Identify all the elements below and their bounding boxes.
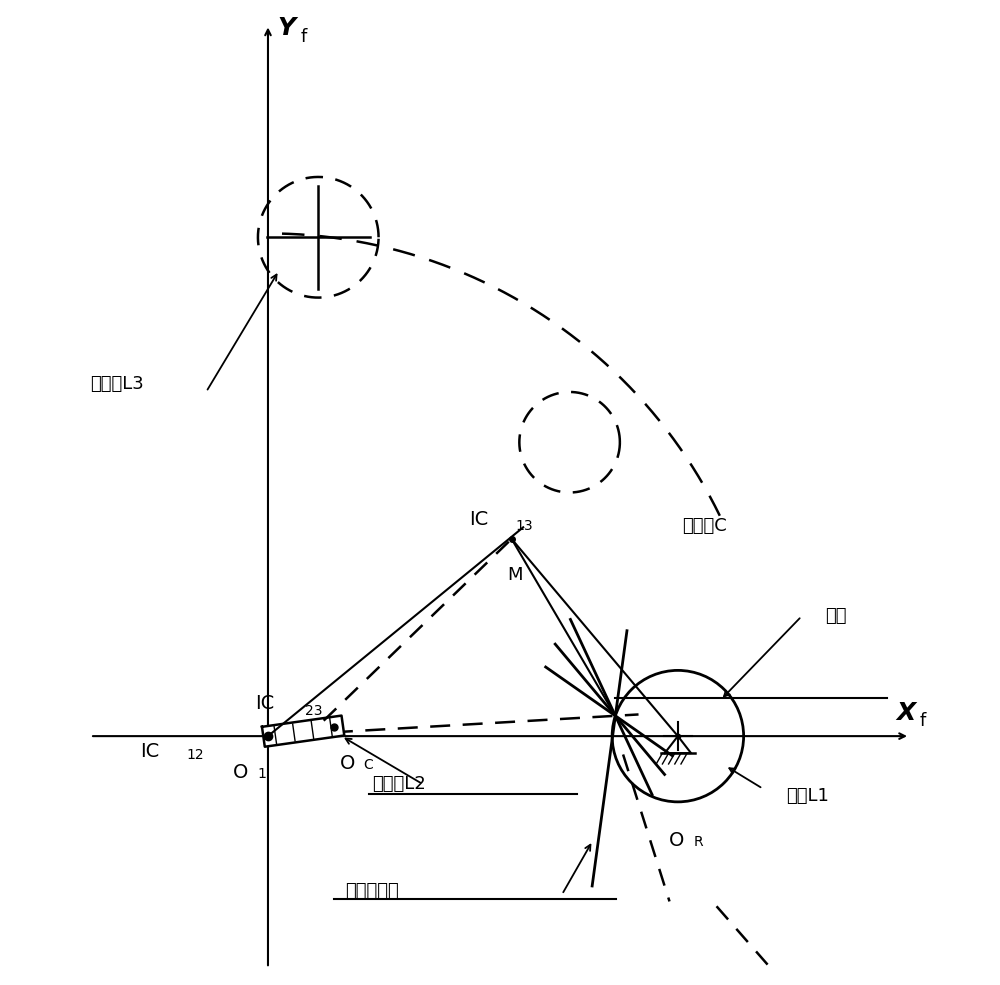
Text: f: f	[920, 712, 926, 730]
Text: 1: 1	[258, 767, 267, 781]
Text: Y: Y	[277, 16, 295, 40]
Text: 针齿: 针齿	[825, 607, 846, 625]
Text: IC: IC	[469, 510, 488, 529]
Text: IC: IC	[256, 693, 275, 713]
Text: IC: IC	[140, 743, 160, 761]
Text: C: C	[363, 757, 373, 772]
Text: M: M	[508, 566, 523, 584]
Text: 13: 13	[515, 519, 533, 534]
Text: 针轮L1: 针轮L1	[786, 787, 829, 806]
Text: 偏心轴L2: 偏心轴L2	[372, 775, 426, 793]
Text: 摆线轮L3: 摆线轮L3	[90, 375, 144, 393]
Polygon shape	[262, 715, 344, 747]
Text: O: O	[233, 763, 249, 782]
Text: O: O	[669, 831, 684, 850]
Text: 12: 12	[187, 748, 204, 761]
Text: O: O	[340, 754, 355, 773]
Text: 摆线轮齿廓: 摆线轮齿廓	[345, 882, 399, 900]
Text: f: f	[300, 29, 307, 46]
Text: X: X	[896, 700, 915, 725]
Text: 接触点C: 接触点C	[682, 517, 726, 535]
Text: R: R	[693, 835, 703, 849]
Text: 23: 23	[305, 703, 323, 717]
